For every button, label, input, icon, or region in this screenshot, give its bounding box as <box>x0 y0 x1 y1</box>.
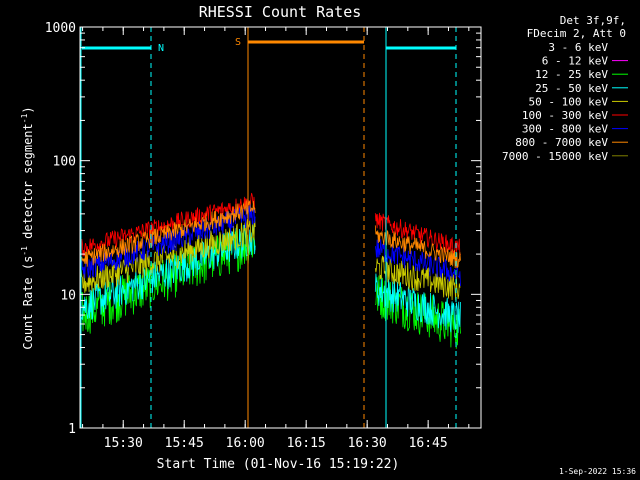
y-axis-label-part-1: Count Rate (s <box>21 256 35 350</box>
x-tick-label: 16:00 <box>226 436 265 451</box>
series-trace-7-2 <box>374 239 461 287</box>
y-axis-label-part-2: detector segment <box>21 123 35 246</box>
legend-label-1: 3 - 6 keV <box>548 41 608 54</box>
plot-frame <box>79 26 482 429</box>
legend-label-3: 12 - 25 keV <box>535 68 608 81</box>
ticks-layer: 1 10 100 1000 15:30 15:45 16:00 16:15 16:30 16:45 <box>45 21 481 451</box>
y-tick-label: 1000 <box>45 21 76 36</box>
y-axis-label-sup-1: -1 <box>20 246 29 256</box>
chart-title: RHESSI Count Rates <box>199 3 362 21</box>
legend-header-2: FDecim 2, Att 0 <box>527 27 626 40</box>
x-axis-label: Start Time (01-Nov-16 15:19:22) <box>157 457 400 472</box>
series-trace-6-1 <box>79 192 256 257</box>
series-trace-1-2 <box>374 149 461 163</box>
series-trace-8-1 <box>79 199 256 267</box>
x-tick-label: 15:30 <box>104 436 143 451</box>
series-trace-6-2 <box>374 212 461 257</box>
saa-label: S <box>235 37 241 48</box>
legend-label-4: 25 - 50 keV <box>535 82 608 95</box>
y-axis-label: Count Rate (s-1 detector segment-1) <box>20 106 35 349</box>
series-layer <box>79 111 461 349</box>
legend-label-5: 50 - 100 keV <box>529 95 609 108</box>
series-trace-4-1 <box>79 223 256 325</box>
y-tick-label: 100 <box>53 155 76 170</box>
legend-label-7: 300 - 800 keV <box>522 123 608 136</box>
y-tick-label: 10 <box>60 288 76 303</box>
series-trace-5-1 <box>79 216 256 293</box>
legend-label-2: 6 - 12 keV <box>542 55 609 68</box>
footer-date: 1-Sep-2022 15:36 <box>559 467 636 476</box>
legend-label-6: 100 - 300 keV <box>522 109 608 122</box>
y-tick-label: 1 <box>68 422 76 437</box>
y-axis-label-sup-2: -1 <box>20 113 29 123</box>
night-label: N <box>158 43 164 54</box>
x-tick-label: 16:45 <box>409 436 448 451</box>
legend-label-9: 7000 - 15000 keV <box>502 150 608 163</box>
series-trace-8-2 <box>374 225 461 268</box>
legend-label-8: 800 - 7000 keV <box>515 136 608 149</box>
x-tick-label: 15:45 <box>165 436 204 451</box>
y-axis-label-part-3: ) <box>21 106 35 113</box>
series-trace-5-2 <box>374 255 461 301</box>
x-tick-label: 16:15 <box>287 436 326 451</box>
series-trace-4-2 <box>374 273 461 333</box>
legend-header-1: Det 3f,9f, <box>560 14 626 27</box>
x-tick-label: 16:30 <box>348 436 387 451</box>
series-trace-1-1 <box>79 111 256 166</box>
annotation-layer: NS <box>80 27 457 428</box>
